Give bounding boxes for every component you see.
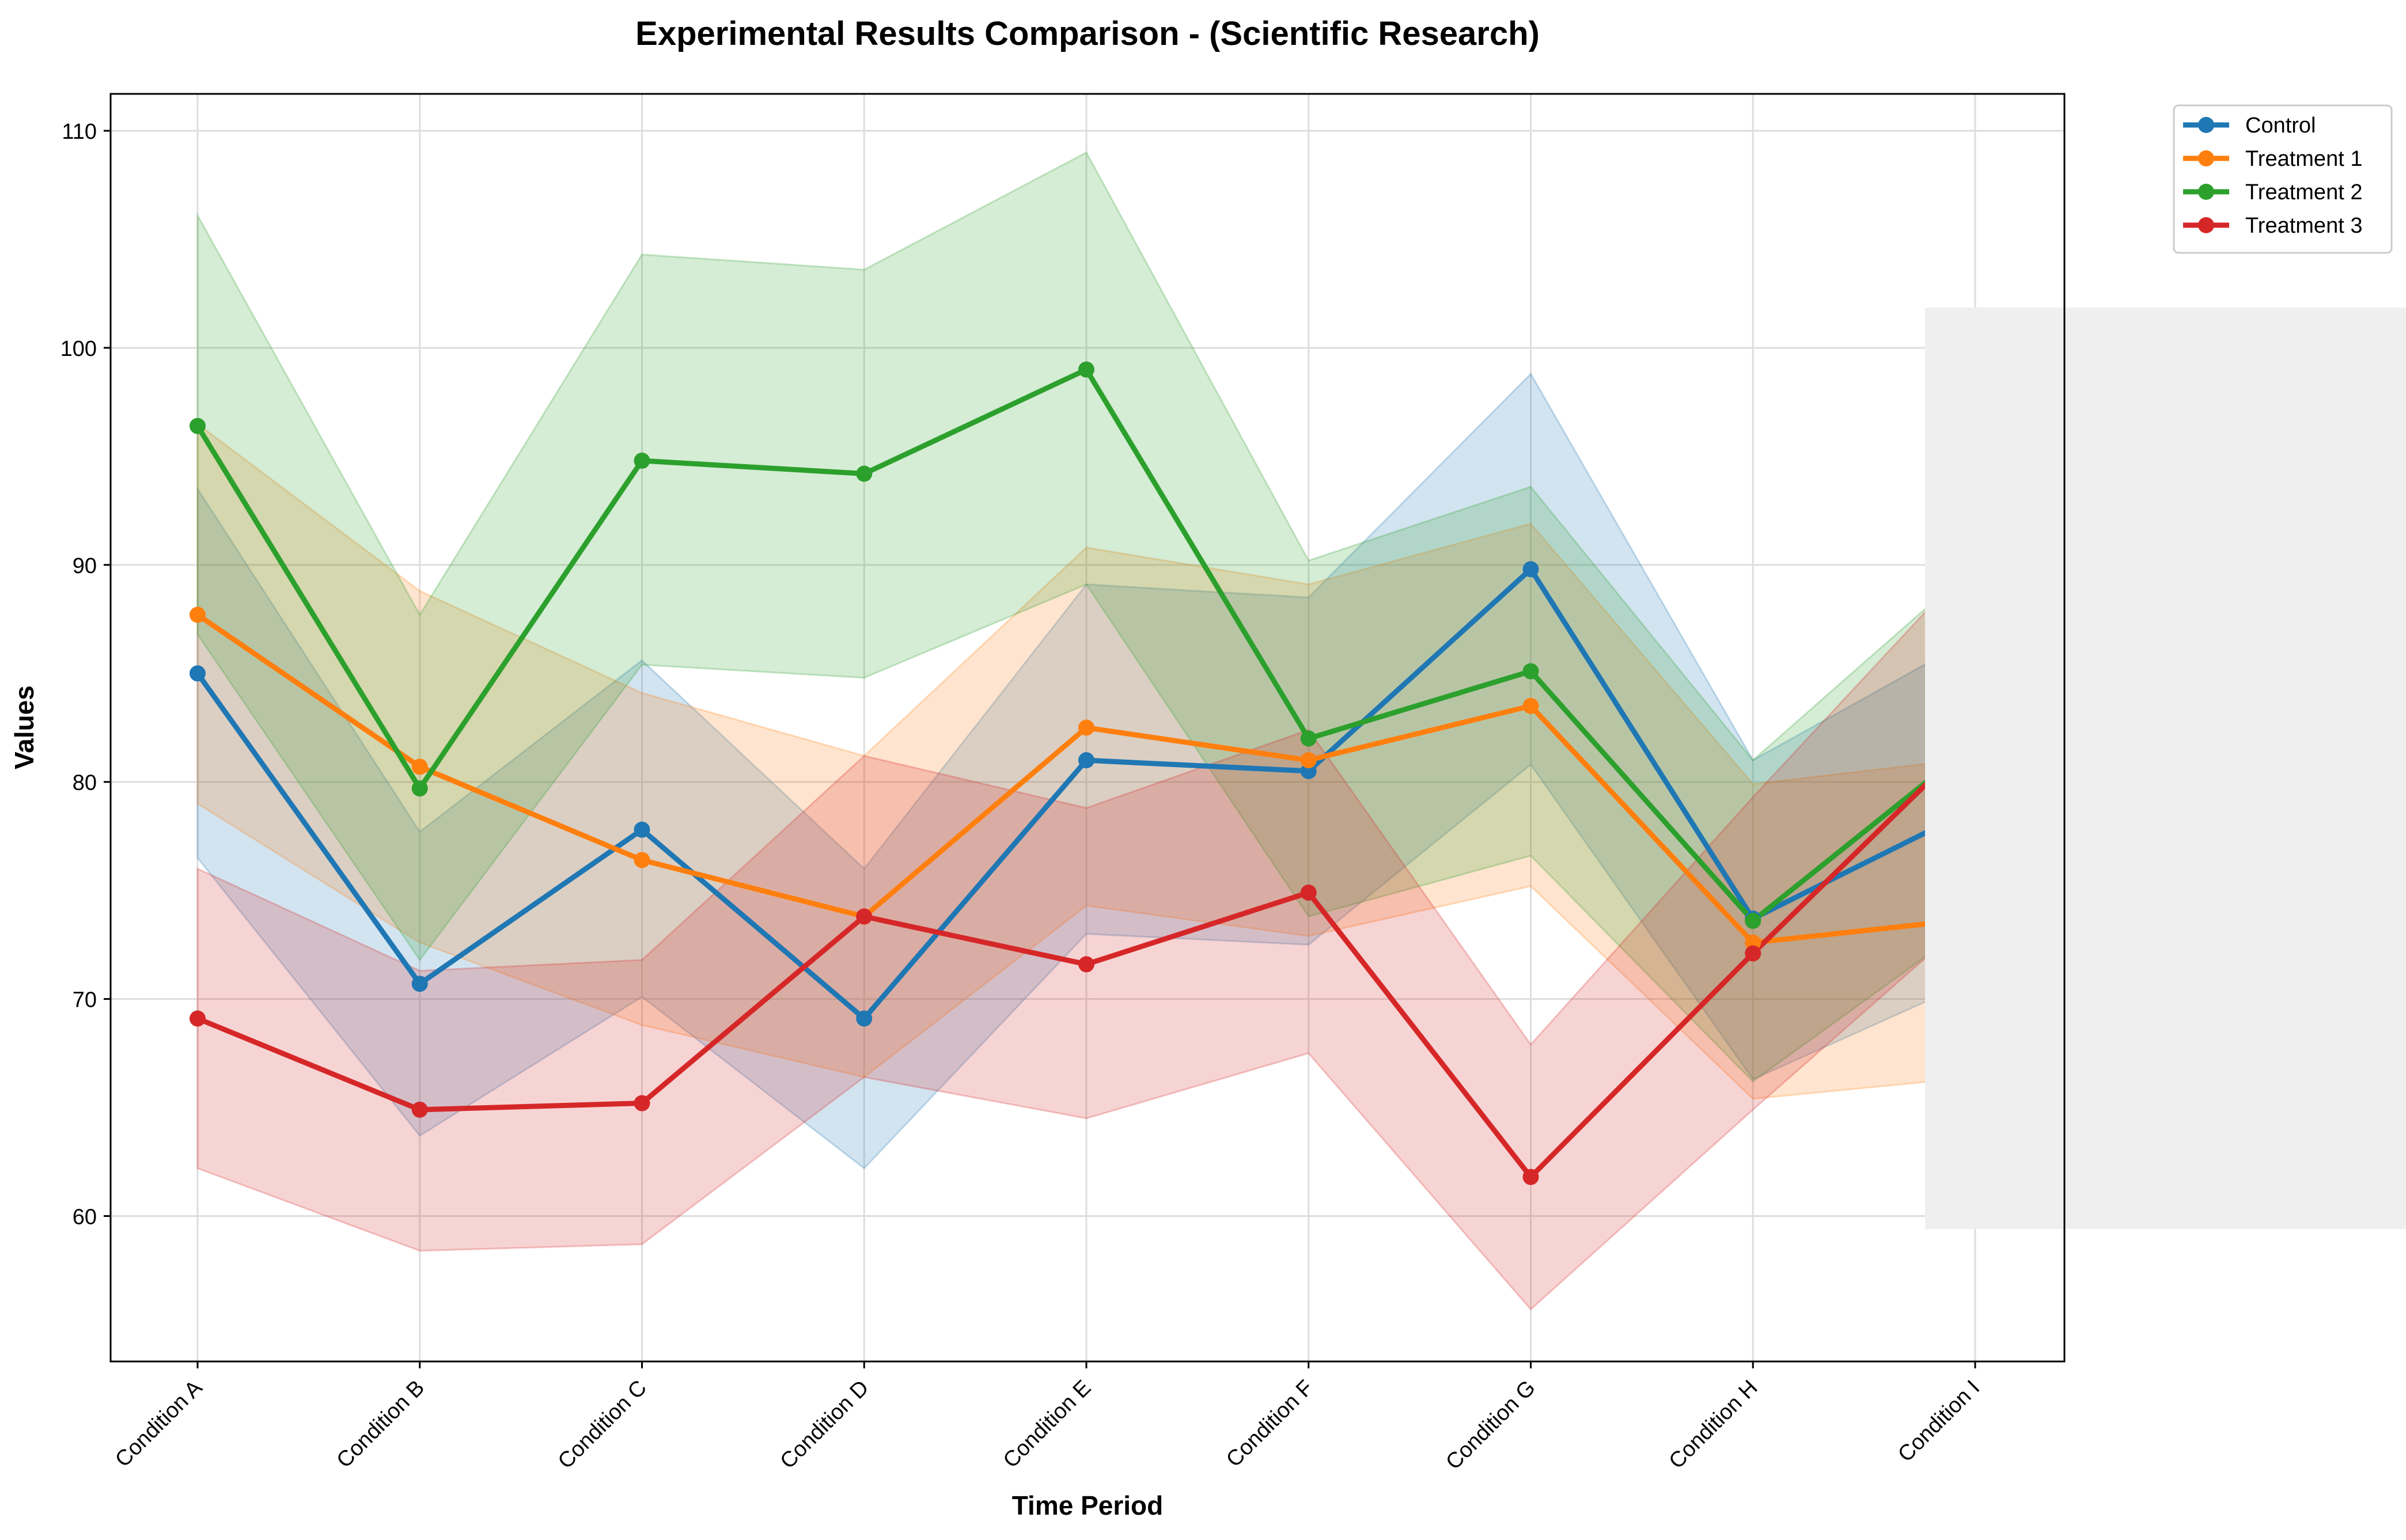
data-point <box>1300 730 1317 747</box>
data-point <box>856 465 873 482</box>
data-point <box>1522 697 1539 714</box>
data-point <box>634 852 650 868</box>
data-point <box>634 452 650 469</box>
legend-label: Control <box>2245 113 2316 138</box>
y-tick-label: 60 <box>73 1205 97 1229</box>
data-point <box>1078 956 1094 973</box>
y-tick-label: 110 <box>62 120 97 144</box>
y-tick-label: 70 <box>73 988 97 1012</box>
y-tick-label: 80 <box>73 771 97 795</box>
legend-box <box>2173 104 2393 254</box>
legend-swatch-marker <box>2198 217 2214 233</box>
data-point <box>1522 561 1539 578</box>
data-point <box>1300 884 1317 901</box>
legend-swatch-marker <box>2198 117 2214 133</box>
data-point <box>1522 1169 1539 1185</box>
chart-title: Experimental Results Comparison - (Scien… <box>635 15 1540 52</box>
plot-frame <box>109 93 2066 1363</box>
data-point <box>411 758 428 775</box>
data-point <box>634 821 650 838</box>
data-point <box>190 665 206 682</box>
data-point <box>190 606 206 623</box>
data-point <box>634 1095 650 1112</box>
y-axis-label: Values <box>9 685 39 769</box>
legend-label: Treatment 2 <box>2245 180 2362 204</box>
obscured-region <box>1925 308 2406 1229</box>
data-point <box>411 976 428 992</box>
data-point <box>1745 945 1761 962</box>
legend-label: Treatment 3 <box>2245 214 2362 238</box>
legend: Control Treatment 1 Treatment 2 Treatment 3 <box>2173 104 2393 254</box>
data-point <box>1078 719 1094 736</box>
y-tick-label: 100 <box>60 337 97 361</box>
data-point <box>411 1101 428 1118</box>
legend-swatch-marker <box>2198 150 2214 166</box>
data-point <box>1745 912 1761 929</box>
data-point <box>856 908 873 925</box>
data-point <box>190 1010 206 1027</box>
y-tick-label: 90 <box>73 554 97 578</box>
data-point <box>1078 752 1094 769</box>
legend-label: Treatment 1 <box>2245 147 2362 171</box>
x-axis-label: Time Period <box>1012 1490 1163 1520</box>
data-point <box>1300 752 1317 769</box>
legend-swatch-marker <box>2198 184 2214 200</box>
data-point <box>411 780 428 797</box>
data-point <box>1078 361 1094 378</box>
data-point <box>1522 663 1539 680</box>
data-point <box>190 418 206 434</box>
data-point <box>856 1010 873 1027</box>
